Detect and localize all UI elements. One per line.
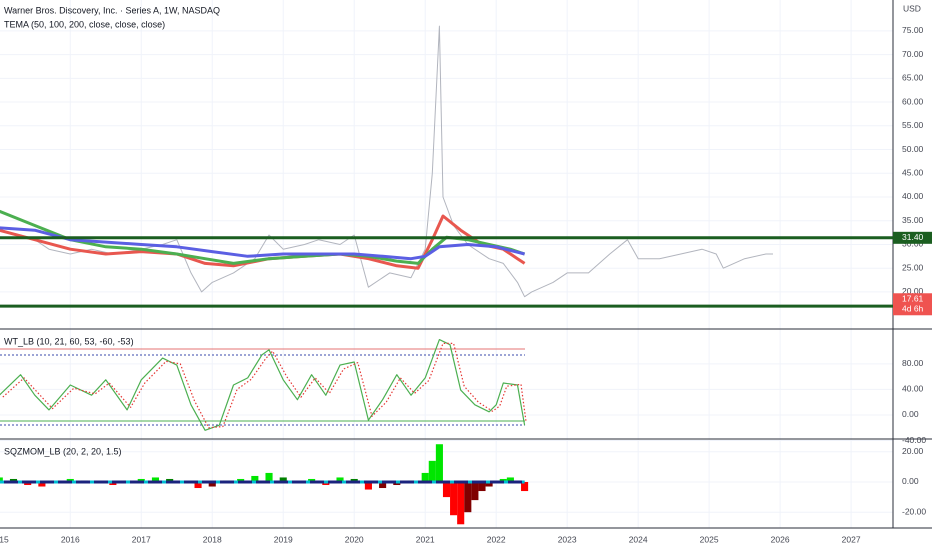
y-tick-label: 35.00: [902, 215, 924, 225]
countdown-label: 4d 6h: [902, 304, 924, 314]
histogram-bar: [379, 481, 387, 489]
x-tick-label: 2019: [274, 534, 293, 544]
histogram-bar: [237, 478, 245, 482]
y-tick-label: 60.00: [902, 96, 924, 106]
x-tick-label: 2020: [345, 534, 364, 544]
price-label: 31.40: [902, 232, 924, 242]
histogram-bar: [322, 481, 330, 486]
histogram-bar: [435, 444, 443, 482]
x-tick-label: 2027: [842, 534, 861, 544]
histogram-bar: [499, 478, 507, 482]
histogram-bar: [9, 478, 18, 482]
x-tick-label: 2016: [61, 534, 80, 544]
histogram-bar: [478, 481, 486, 492]
histogram-bar: [109, 481, 117, 486]
histogram-bar: [194, 481, 202, 489]
histogram-bar: [208, 481, 216, 487]
x-tick-label: 2017: [132, 534, 151, 544]
price-label-box: [893, 231, 932, 244]
y-tick-label: 20.00: [902, 286, 924, 296]
histogram-bar: [521, 481, 529, 492]
histogram-bar: [450, 481, 458, 516]
histogram-bar: [308, 478, 316, 482]
histogram-bar: [251, 475, 259, 482]
indicator-label: SQZMOM_LB (20, 2, 20, 1.5): [4, 446, 122, 456]
histogram-bar: [442, 481, 451, 498]
y-tick-label: 50.00: [902, 144, 924, 154]
histogram-bar: [421, 472, 429, 482]
histogram-bar: [265, 472, 273, 482]
y-tick-label: 75.00: [902, 25, 924, 35]
y-tick-label: 70.00: [902, 49, 924, 59]
histogram-bar: [506, 477, 514, 482]
y-tick-label: 0.00: [902, 476, 919, 486]
x-tick-label: 2023: [558, 534, 577, 544]
series-line: [0, 226, 525, 261]
histogram-bar: [485, 481, 493, 487]
x-tick-label: 2022: [487, 534, 506, 544]
currency-label: USD: [903, 3, 921, 13]
histogram-bar: [428, 460, 436, 482]
x-tick-label: 2015: [0, 534, 9, 544]
histogram-bar: [393, 481, 401, 486]
y-tick-label: 25.00: [902, 262, 924, 272]
marks: [0, 25, 893, 525]
histogram-bar: [279, 477, 287, 482]
y-tick-label: -20.00: [902, 506, 926, 516]
histogram-bar: [38, 481, 46, 487]
series-line: [2, 342, 527, 429]
x-tick-label: 2026: [771, 534, 790, 544]
y-tick-label: 40.00: [902, 191, 924, 201]
x-tick-label: 2024: [629, 534, 648, 544]
y-tick-label: 80.00: [902, 358, 924, 368]
histogram-bar: [464, 481, 472, 513]
y-tick-label: 0.00: [902, 409, 919, 419]
indicator-label: WT_LB (10, 21, 60, 53, -60, -53): [4, 336, 134, 346]
y-tick-label: 40.00: [902, 384, 924, 394]
histogram-bar: [0, 477, 3, 482]
last-price-box: [893, 293, 932, 316]
histogram-bar: [364, 481, 372, 490]
histogram-bar: [166, 478, 174, 482]
y-tick-label: -40.00: [902, 435, 926, 445]
chart-title: Warner Bros. Discovery, Inc. · Series A,…: [4, 5, 220, 15]
y-tick-label: 55.00: [902, 120, 924, 130]
histogram-bar: [471, 481, 479, 501]
x-tick-label: 2025: [700, 534, 719, 544]
histogram-bar: [66, 478, 74, 482]
histogram-bar: [336, 477, 344, 482]
y-tick-label: 45.00: [902, 168, 924, 178]
x-tick-label: 2018: [203, 534, 222, 544]
histogram-bar: [151, 477, 160, 482]
histogram-bar: [24, 481, 32, 486]
histogram-bar: [137, 478, 145, 482]
last-price-label: 17.61: [902, 294, 924, 304]
y-tick-label: 65.00: [902, 73, 924, 83]
series-line: [0, 339, 526, 431]
histogram-bar: [350, 478, 358, 482]
histogram-bar: [457, 481, 465, 525]
y-tick-label: 20.00: [902, 446, 924, 456]
x-tick-label: 2021: [416, 534, 435, 544]
indicator-label: TEMA (50, 100, 200, close, close, close): [4, 19, 165, 29]
